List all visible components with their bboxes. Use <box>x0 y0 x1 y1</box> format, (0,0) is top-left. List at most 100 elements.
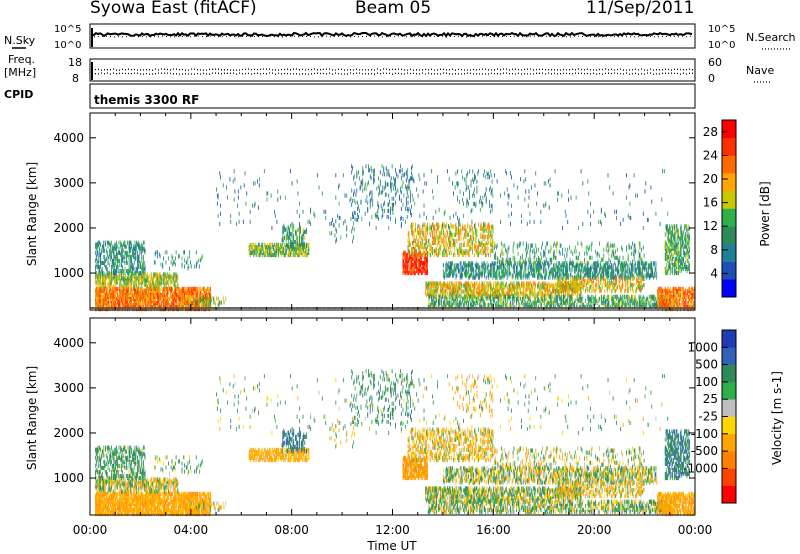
power-cell <box>171 274 172 278</box>
power-cell <box>357 213 358 217</box>
power-cell <box>454 251 455 255</box>
power-cell <box>632 295 633 299</box>
power-cell <box>335 239 336 243</box>
power-cell <box>182 262 183 266</box>
power-cell <box>101 301 102 305</box>
power-cell <box>184 287 185 291</box>
power-cell <box>123 289 124 293</box>
power-cell <box>410 209 411 213</box>
power-cell <box>112 259 113 263</box>
power-cell <box>169 267 170 271</box>
power-cell <box>359 176 360 180</box>
power-cell <box>145 249 146 253</box>
power-cell <box>153 272 154 276</box>
power-cell <box>289 243 290 247</box>
power-cell <box>291 240 292 244</box>
power-cell <box>469 239 470 243</box>
power-cell <box>123 303 124 307</box>
power-cell <box>362 189 363 193</box>
power-cell <box>493 288 494 292</box>
power-cell <box>430 288 431 292</box>
power-cell <box>552 283 553 287</box>
power-cell <box>488 231 489 235</box>
power-cell <box>419 229 420 233</box>
power-cell <box>465 225 466 229</box>
power-cell <box>484 229 485 233</box>
power-cell <box>476 233 477 237</box>
power-cell <box>481 223 482 227</box>
power-cell <box>464 301 465 305</box>
power-cell <box>458 233 459 237</box>
power-cell <box>402 168 403 172</box>
power-cell <box>365 182 366 186</box>
power-cell <box>476 239 477 243</box>
power-cell <box>417 253 418 257</box>
power-cell <box>435 297 436 301</box>
power-cell <box>408 239 409 243</box>
power-cell <box>446 229 447 233</box>
power-cell <box>151 285 152 289</box>
power-cell <box>130 255 131 259</box>
power-cell <box>625 301 626 305</box>
power-cell <box>354 211 355 215</box>
power-cell <box>119 259 120 263</box>
power-cell <box>410 265 411 269</box>
power-cell <box>207 297 208 301</box>
power-cell <box>535 292 536 296</box>
power-cell <box>395 201 396 205</box>
power-cell <box>177 283 178 287</box>
power-cell <box>407 191 408 195</box>
power-cell <box>140 299 141 303</box>
power-cell <box>170 297 171 301</box>
power-cell <box>445 290 446 294</box>
power-cell <box>159 252 160 256</box>
power-cell <box>477 251 478 255</box>
power-cell <box>400 164 401 168</box>
power-cell <box>649 301 650 305</box>
power-cell <box>482 227 483 231</box>
power-cell <box>132 267 133 271</box>
power-cell <box>126 269 127 273</box>
power-cell <box>480 249 481 253</box>
power-cell <box>190 287 191 291</box>
power-cell <box>460 299 461 303</box>
power-cell <box>142 245 143 249</box>
power-cell <box>438 249 439 253</box>
power-cell <box>105 241 106 245</box>
power-cell <box>575 299 576 303</box>
power-cell <box>526 281 527 285</box>
power-cell <box>501 295 502 299</box>
power-cell <box>490 285 491 289</box>
power-cell <box>384 187 385 191</box>
power-cell <box>433 285 434 289</box>
power-cell <box>636 299 637 303</box>
power-cell <box>558 303 559 307</box>
power-cell <box>409 241 410 245</box>
power-cell <box>477 301 478 305</box>
power-cell <box>203 287 204 291</box>
power-cell <box>537 295 538 299</box>
power-cell <box>577 295 578 299</box>
power-cell <box>203 293 204 297</box>
power-cell <box>146 303 147 307</box>
power-cell <box>454 290 455 294</box>
power-cell <box>440 231 441 235</box>
power-cell <box>164 291 165 295</box>
power-cell <box>421 271 422 275</box>
power-cell <box>419 249 420 253</box>
power-cell <box>450 292 451 296</box>
power-cell <box>366 199 367 203</box>
power-cell <box>283 236 284 240</box>
power-cell <box>560 303 561 307</box>
power-cell <box>127 241 128 245</box>
power-cell <box>304 230 305 234</box>
power-cell <box>473 231 474 235</box>
power-cell <box>519 292 520 296</box>
power-cell <box>563 295 564 299</box>
power-cell <box>484 301 485 305</box>
power-cell <box>409 243 410 247</box>
power-cell <box>172 295 173 299</box>
power-cell <box>269 251 270 255</box>
power-cell <box>130 241 131 245</box>
power-cell <box>137 265 138 269</box>
